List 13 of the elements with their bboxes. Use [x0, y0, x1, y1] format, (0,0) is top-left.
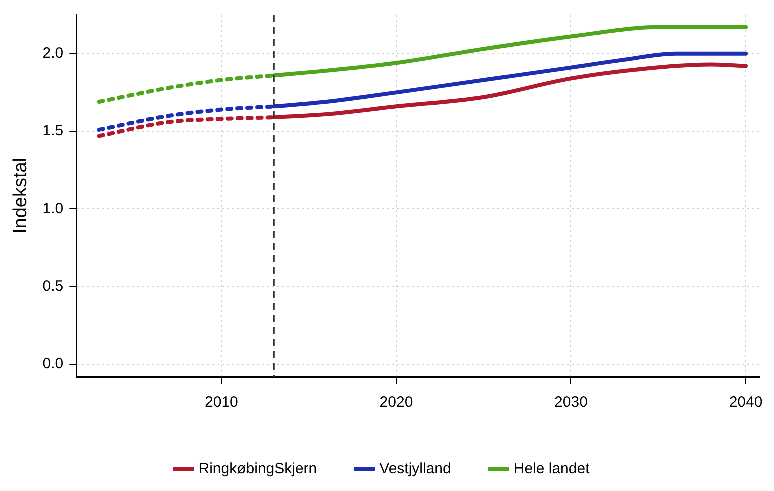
legend-label: Hele landet — [514, 460, 591, 478]
x-tick-label: 2040 — [729, 394, 763, 412]
y-tick-label: 0.5 — [42, 278, 64, 296]
y-tick-label: 2.0 — [42, 44, 64, 62]
legend-label: Vestjylland — [380, 460, 452, 478]
legend-label: RingkøbingSkjern — [198, 460, 318, 478]
y-tick-label: 0.0 — [42, 356, 64, 373]
y-axis-title: Indekstal — [10, 158, 32, 234]
y-tick-label: 1.0 — [42, 200, 64, 218]
x-tick-label: 2010 — [205, 394, 238, 412]
x-tick-label: 2020 — [380, 394, 414, 412]
x-tick-label: 2030 — [554, 394, 588, 412]
y-tick-label: 1.5 — [42, 122, 64, 140]
